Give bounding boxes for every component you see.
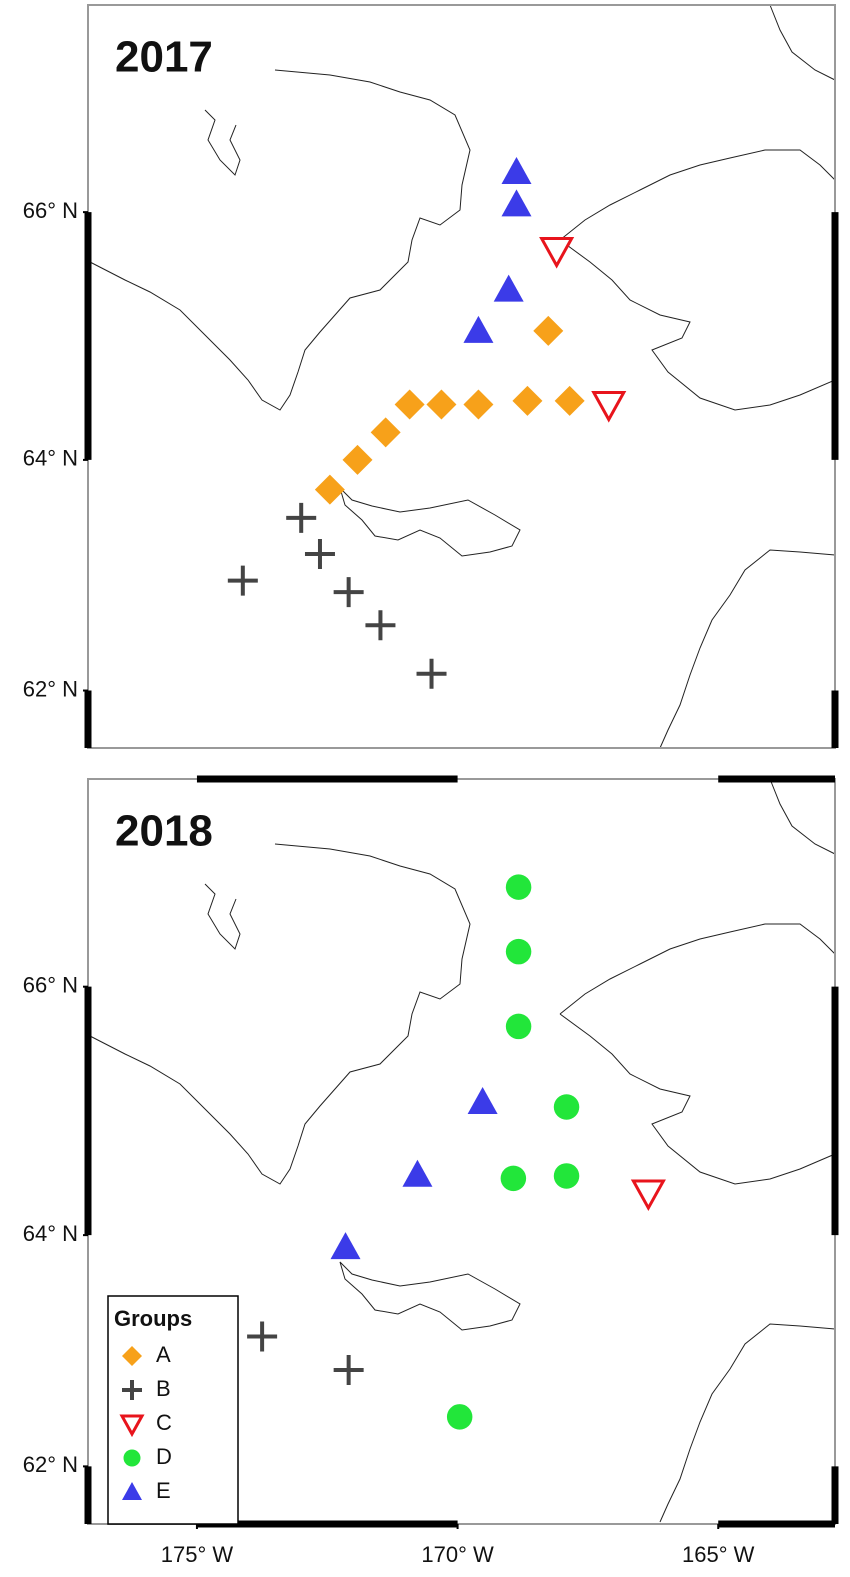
point: [554, 385, 585, 416]
legend-marker: [119, 1414, 145, 1438]
point: [591, 391, 627, 423]
point: [553, 1094, 580, 1120]
point: [370, 417, 401, 448]
point: [501, 189, 532, 217]
point: [505, 938, 532, 965]
x-tick-label: 170° W: [421, 1542, 494, 1567]
point: [416, 658, 447, 689]
point: [501, 157, 532, 185]
point: [463, 389, 494, 420]
legend-marker: [122, 1380, 142, 1400]
point: [463, 315, 494, 343]
point: [304, 539, 335, 570]
point: [426, 389, 457, 420]
coastline: [89, 4, 836, 749]
point: [533, 315, 564, 346]
point: [330, 1232, 361, 1260]
point: [539, 237, 575, 269]
legend-box: [107, 1295, 239, 1525]
x-tick-label: 165° W: [682, 1542, 755, 1567]
point: [553, 1163, 580, 1189]
point: [333, 577, 364, 608]
point: [394, 389, 425, 420]
point: [402, 1159, 433, 1187]
point: [342, 444, 373, 475]
y-tick-label: 64° N: [23, 1221, 78, 1246]
point: [500, 1165, 527, 1192]
legend-label: C: [156, 1410, 172, 1435]
frame: [87, 4, 836, 749]
y-tick-label: 66° N: [23, 972, 78, 997]
legend-label: B: [156, 1376, 171, 1401]
point: [286, 502, 317, 533]
point: [493, 274, 524, 302]
point: [467, 1087, 498, 1115]
legend-label: A: [156, 1342, 171, 1367]
y-tick-label: 62° N: [23, 1452, 78, 1477]
legend-title: Groups: [114, 1306, 192, 1331]
legend-label: E: [156, 1478, 171, 1503]
point: [247, 1321, 278, 1352]
legend-marker: [122, 1346, 142, 1366]
legend-label: D: [156, 1444, 172, 1469]
legend-marker: [122, 1482, 142, 1500]
point: [365, 610, 396, 641]
point: [505, 874, 532, 900]
y-tick-label: 62° N: [23, 676, 78, 701]
point: [314, 474, 345, 505]
point: [630, 1179, 666, 1212]
y-tick-label: 66° N: [23, 198, 78, 223]
y-tick-label: 64° N: [23, 446, 78, 471]
x-tick-label: 175° W: [161, 1542, 234, 1567]
panel-title: 2018: [115, 807, 213, 856]
panel-title: 2017: [115, 33, 213, 82]
point: [227, 565, 258, 596]
point: [333, 1355, 364, 1386]
legend-marker: [123, 1449, 141, 1467]
point: [512, 385, 543, 416]
point: [505, 1013, 532, 1040]
point: [446, 1404, 473, 1430]
